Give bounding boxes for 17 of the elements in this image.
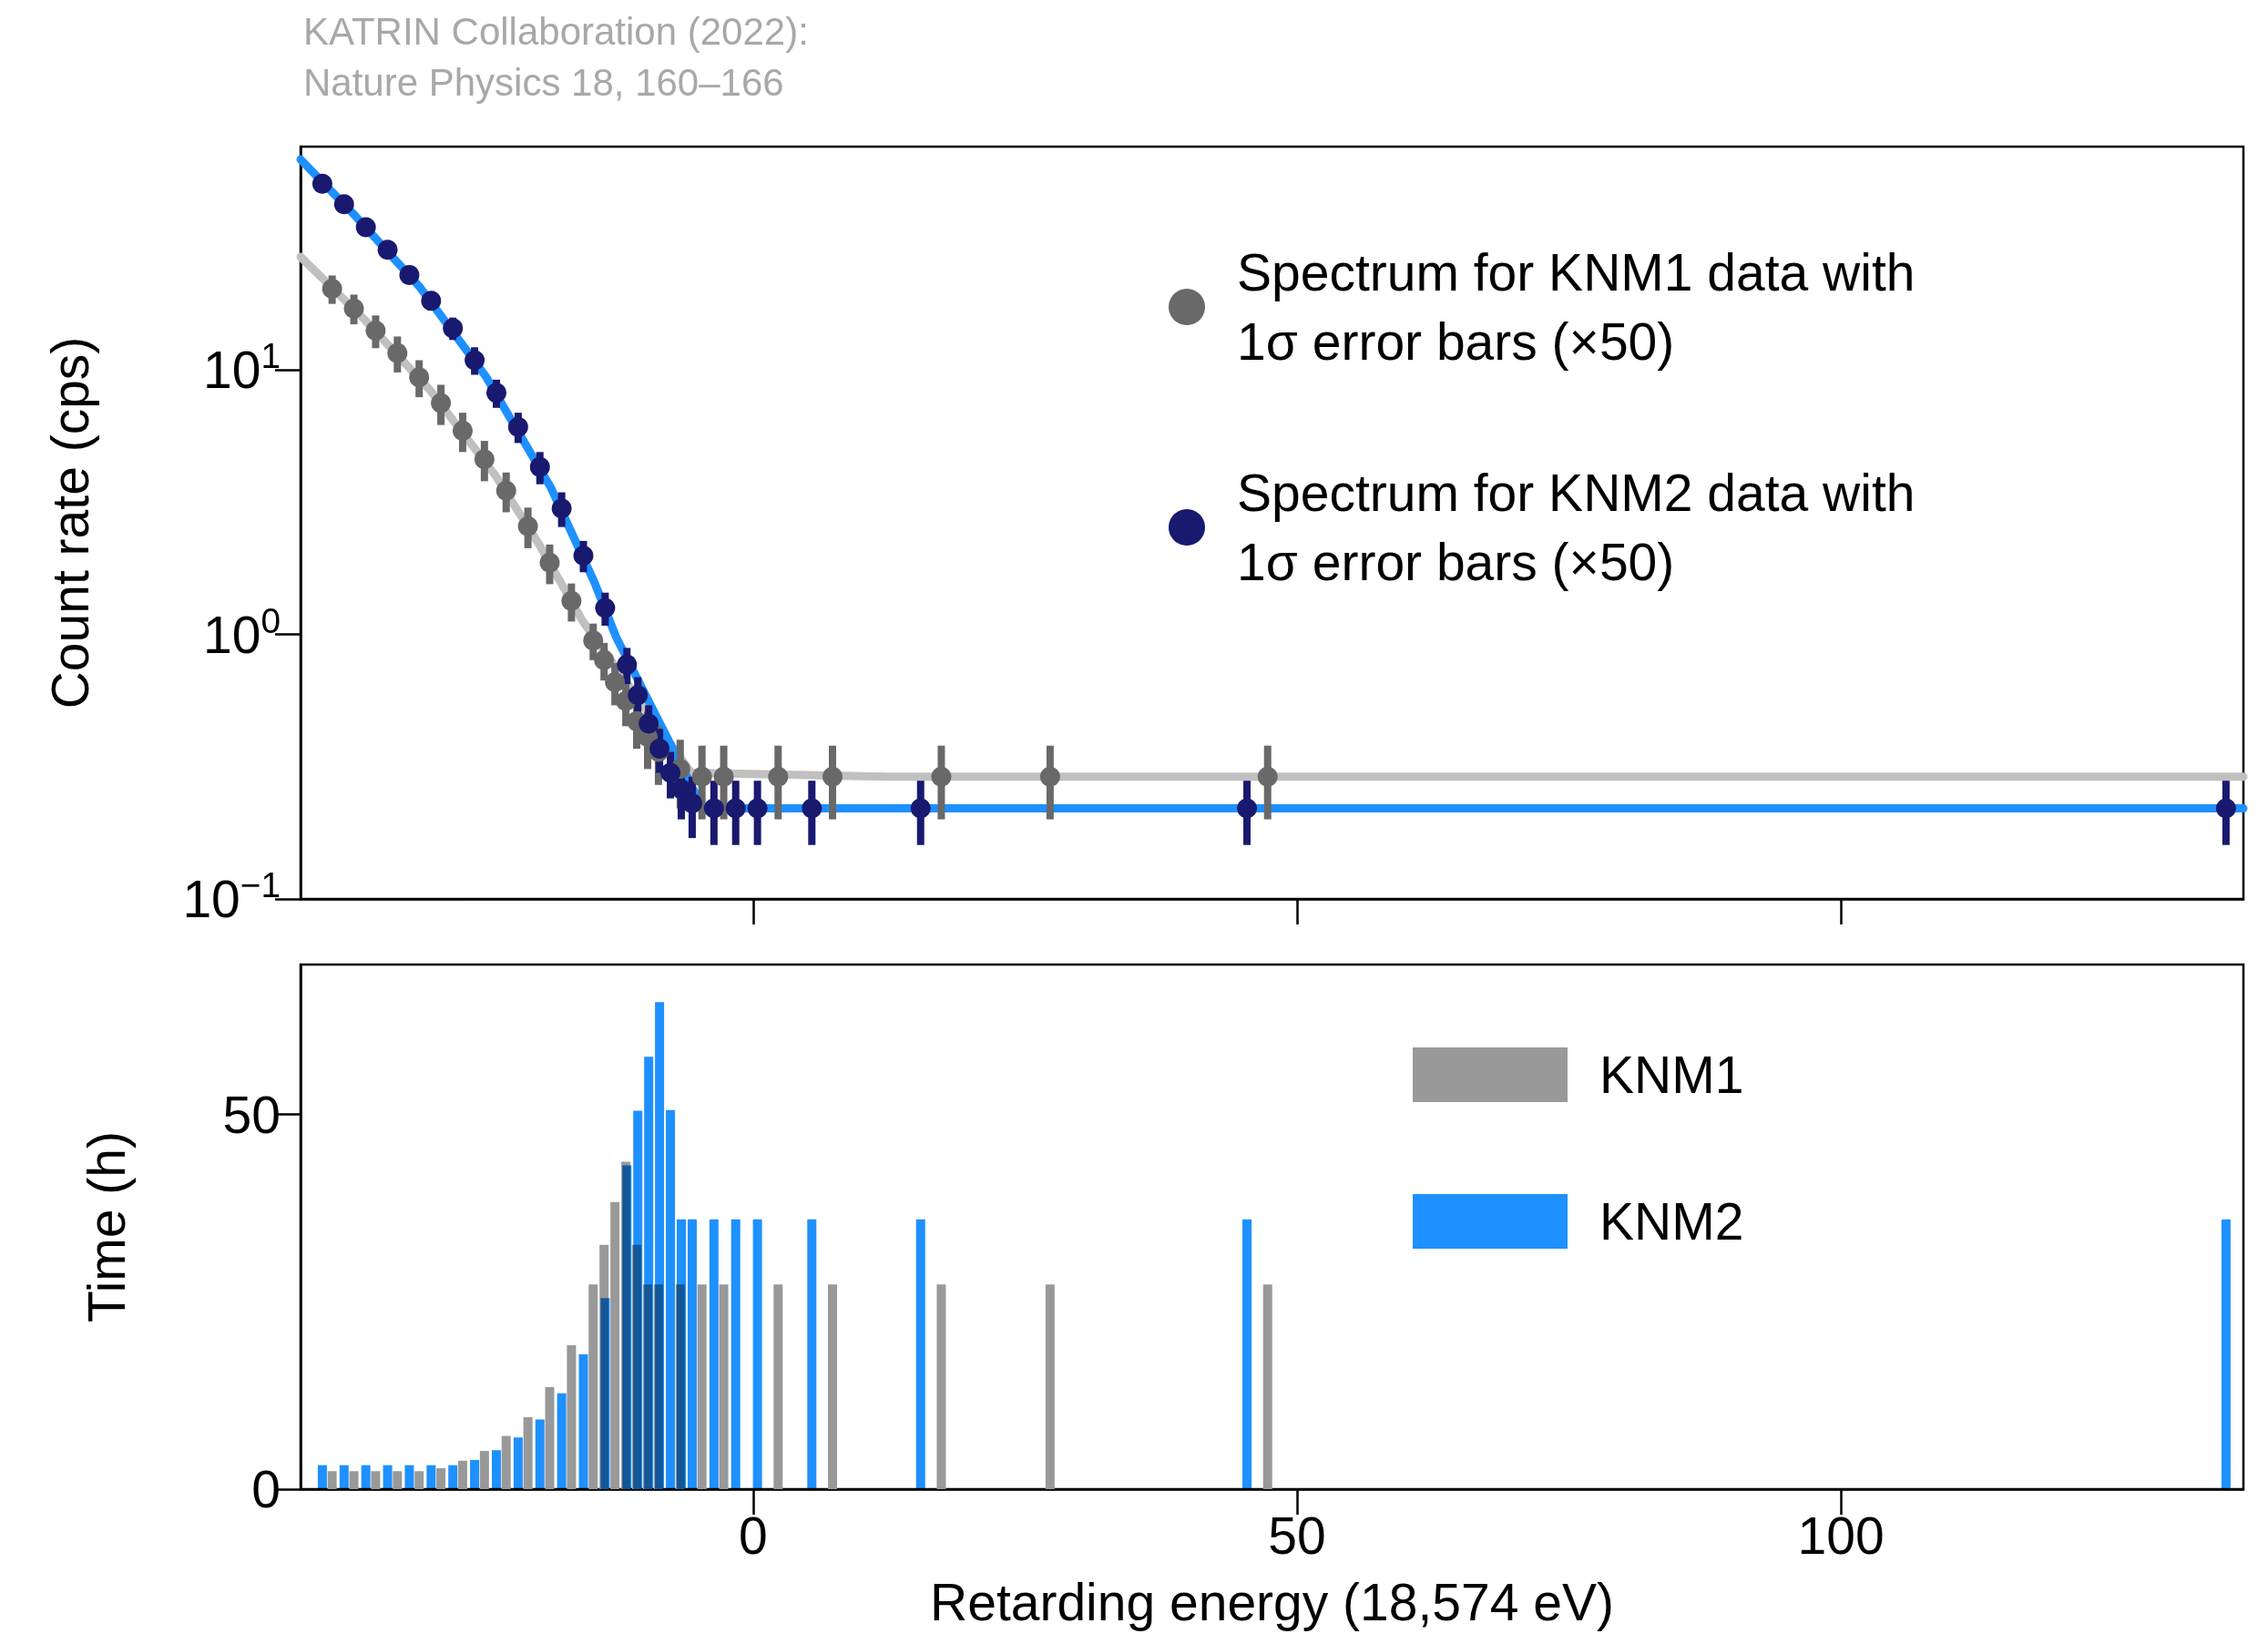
x-tick-label: 0	[738, 1506, 768, 1565]
x-tick-label: 50	[1268, 1506, 1326, 1565]
legend-label: Spectrum for KNM1 data with 1σ error bars (×50)	[1237, 243, 1930, 371]
y-axis-title: Count rate (cps)	[40, 336, 99, 710]
y-tick-label: 50	[222, 1085, 281, 1144]
y-tick-label: 0	[251, 1459, 281, 1518]
y-tick-label: 10$^{0}$	[203, 600, 281, 664]
x-axis-title: Retarding energy (18,574 eV)	[930, 1572, 1614, 1631]
legend-label: Spectrum for KNM2 data with 1σ error bars (×50)	[1237, 464, 1930, 591]
legend-label: KNM2	[1599, 1192, 1744, 1251]
chart-subtitle: Nature Physics 18, 160–166	[303, 60, 784, 104]
y-tick-label: 10$^{1}$	[203, 336, 281, 399]
x-tick-label: 100	[1797, 1506, 1885, 1565]
legend-label: KNM1	[1599, 1046, 1744, 1104]
chart-title: KATRIN Collaboration (2022):	[303, 9, 809, 53]
y-tick-label: 10$^{−1}$	[182, 865, 281, 928]
y-axis-title: Time (h)	[77, 1130, 136, 1323]
